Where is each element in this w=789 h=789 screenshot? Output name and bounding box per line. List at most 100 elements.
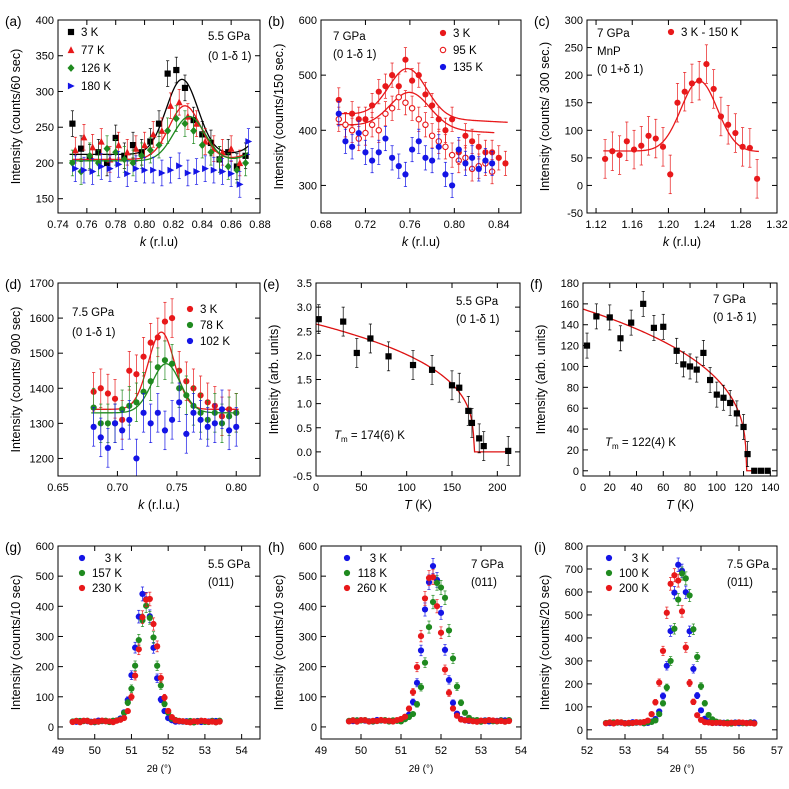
y-tick-label: 0 bbox=[311, 722, 317, 734]
y-tick-label: 1400 bbox=[30, 383, 54, 395]
y-tick-label: 50 bbox=[571, 153, 583, 165]
x-tick-label: 0.86 bbox=[220, 219, 241, 231]
y-tick-label: 3.5 bbox=[297, 278, 312, 290]
data-point bbox=[417, 632, 425, 640]
data-point bbox=[161, 700, 168, 708]
data-point bbox=[385, 353, 392, 360]
y-tick-label: 20 bbox=[567, 445, 579, 457]
data-point bbox=[382, 83, 389, 90]
x-axis-label: k (r.l.u) bbox=[663, 235, 701, 249]
data-point bbox=[453, 712, 461, 719]
x-tick-label: 0.65 bbox=[47, 482, 68, 494]
y-tick-label: 500 bbox=[36, 571, 54, 583]
legend: 3 K 157 K 230 K bbox=[78, 553, 122, 595]
data-point bbox=[233, 423, 240, 430]
y-tick-label: -50 bbox=[567, 208, 583, 220]
data-point bbox=[690, 698, 697, 705]
data-point bbox=[164, 70, 171, 77]
series-200-K bbox=[602, 568, 758, 727]
legend: 3 K - 150 K bbox=[667, 27, 739, 39]
y-axis-label: Intensity (counts/ 900 sec) bbox=[9, 307, 23, 453]
fit-curve bbox=[336, 67, 508, 123]
data-point bbox=[415, 72, 422, 79]
data-point bbox=[173, 66, 180, 74]
transition-annotation: Tm = 122(4) K bbox=[605, 437, 676, 451]
data-point bbox=[462, 132, 469, 139]
panel-pressure: 7.5 GPa bbox=[727, 559, 770, 571]
panel-label: (a) bbox=[5, 14, 22, 29]
legend-marker bbox=[78, 569, 86, 577]
x-tick-label: 140 bbox=[761, 482, 779, 494]
data-point bbox=[705, 711, 712, 719]
data-point bbox=[135, 636, 142, 644]
x-tick-label: 0.75 bbox=[166, 482, 187, 494]
x-tick-label: 54 bbox=[657, 745, 669, 757]
y-tick-label: 100 bbox=[565, 125, 583, 137]
series-135-K bbox=[335, 101, 496, 198]
data-point bbox=[104, 444, 112, 452]
y-tick-label: 120 bbox=[561, 341, 579, 353]
y-tick-label: 60 bbox=[567, 403, 579, 415]
data-point bbox=[123, 148, 131, 156]
data-point bbox=[161, 694, 168, 701]
x-tick-label: 1.12 bbox=[585, 219, 606, 231]
data-point bbox=[753, 175, 761, 182]
y-tick-label: 100 bbox=[36, 692, 54, 704]
legend-label: 3 K bbox=[370, 553, 388, 565]
data-point bbox=[675, 561, 682, 568]
data-point bbox=[155, 141, 163, 149]
data-point bbox=[650, 324, 658, 331]
data-point bbox=[86, 151, 94, 160]
y-tick-label: 200 bbox=[565, 70, 583, 82]
panel-label: (f) bbox=[530, 277, 543, 292]
y-tick-label: 500 bbox=[565, 610, 583, 622]
data-point bbox=[630, 146, 638, 153]
x-tick-label: 1.20 bbox=[658, 219, 679, 231]
panel-pressure: 5.5 GPa bbox=[456, 296, 499, 308]
data-point bbox=[175, 98, 183, 106]
x-axis-label: T (K) bbox=[404, 498, 432, 512]
x-tick-label: 0 bbox=[580, 482, 586, 494]
legend-label: 3 K bbox=[453, 28, 471, 40]
panel-label: (c) bbox=[534, 14, 550, 29]
data-point bbox=[638, 142, 645, 149]
x-tick-label: 53 bbox=[619, 745, 631, 757]
data-point bbox=[388, 104, 396, 112]
x-tick-label: 54 bbox=[515, 745, 527, 757]
data-point bbox=[340, 318, 347, 325]
data-point bbox=[445, 627, 453, 634]
y-tick-label: 300 bbox=[36, 631, 54, 643]
y-tick-label: 250 bbox=[36, 122, 54, 134]
data-point bbox=[141, 166, 149, 174]
data-point bbox=[349, 110, 356, 117]
data-point bbox=[157, 682, 164, 689]
data-point bbox=[700, 349, 707, 356]
x-tick-label: 50 bbox=[355, 482, 367, 494]
fit-curve bbox=[603, 80, 759, 153]
data-point bbox=[233, 166, 241, 175]
data-point bbox=[682, 644, 689, 651]
y-tick-label: 400 bbox=[565, 633, 583, 645]
data-point bbox=[405, 705, 413, 712]
data-point bbox=[368, 121, 376, 129]
data-point bbox=[245, 138, 253, 145]
series-3-K---150-K bbox=[601, 44, 761, 199]
y-tick-label: 1500 bbox=[30, 348, 54, 360]
data-point bbox=[659, 647, 667, 655]
data-point bbox=[717, 113, 725, 120]
panel-pressure: 7 GPa bbox=[471, 559, 504, 571]
data-point bbox=[453, 683, 461, 690]
legend: 3 K 100 K 200 K bbox=[605, 553, 649, 595]
data-point bbox=[455, 146, 462, 153]
y-tick-label: 180 bbox=[561, 278, 579, 290]
data-point bbox=[461, 709, 469, 716]
panel-reflection: (0 1+δ 1) bbox=[597, 64, 644, 76]
data-point bbox=[489, 160, 496, 167]
y-tick-label: 400 bbox=[299, 125, 317, 137]
x-tick-label: 100 bbox=[708, 482, 726, 494]
data-point bbox=[659, 143, 667, 150]
data-point bbox=[429, 562, 437, 570]
legend-marker bbox=[605, 584, 613, 592]
plot-area bbox=[69, 586, 223, 726]
series-3-K bbox=[335, 47, 509, 176]
